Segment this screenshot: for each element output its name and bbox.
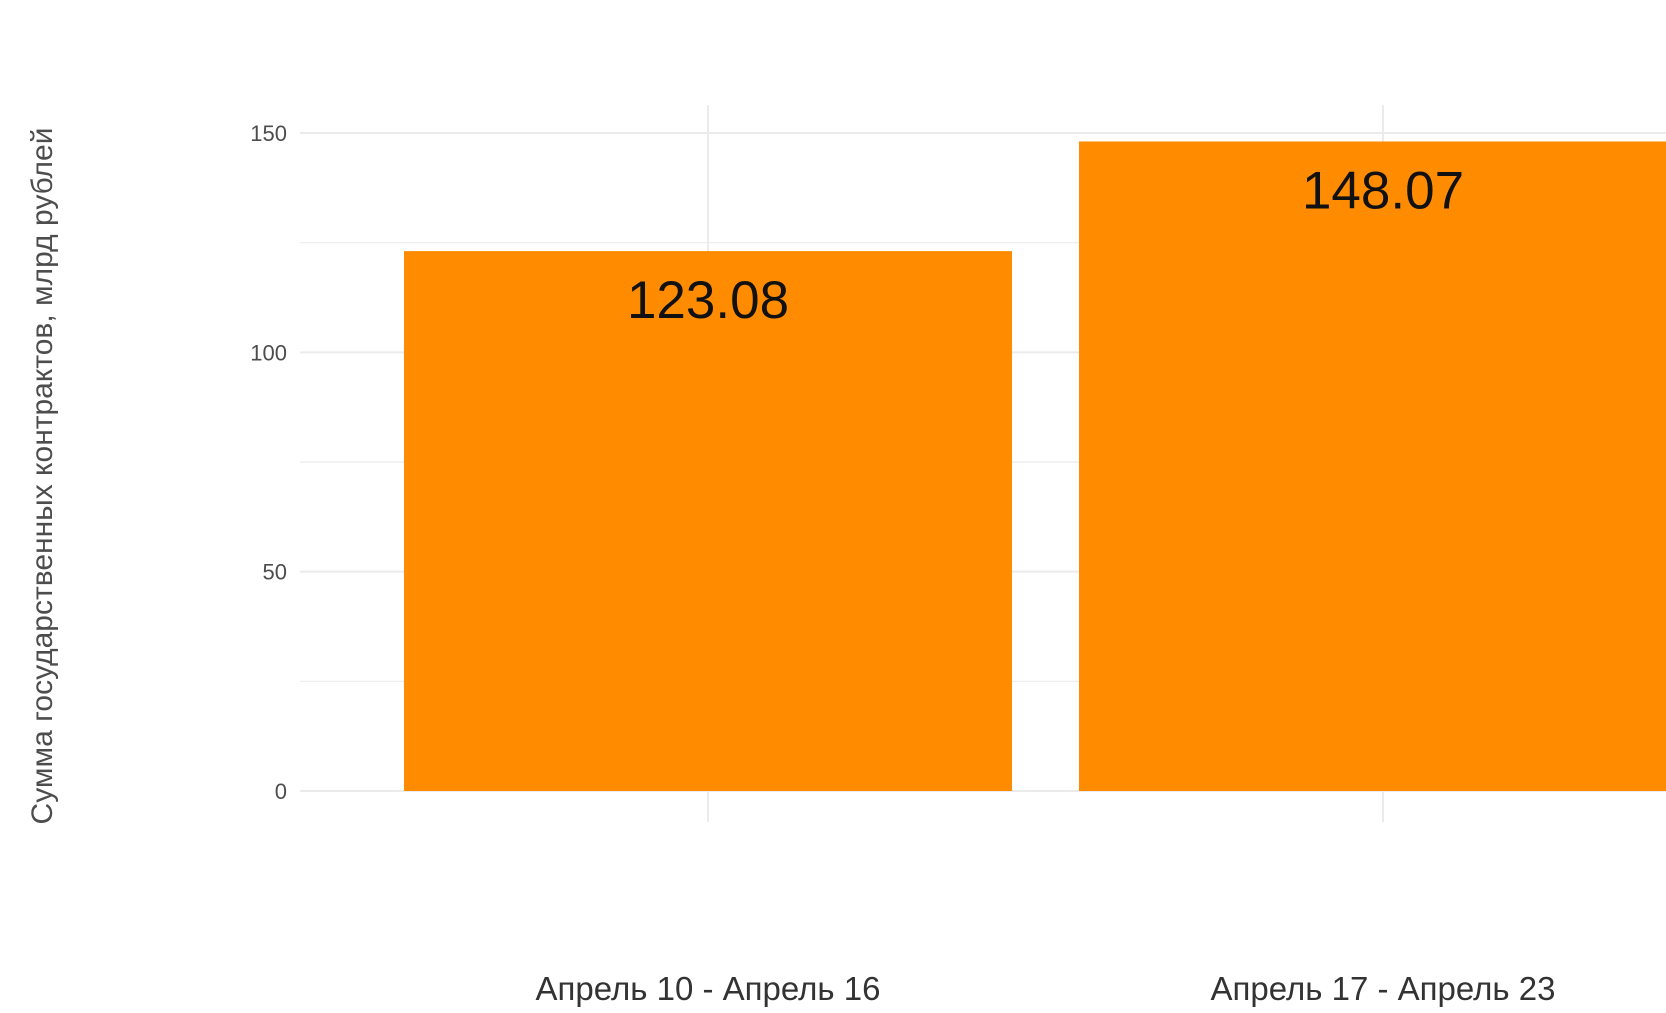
data-labels-layer: 123.08 148.07 [627,161,1464,330]
x-category-label-2: Апрель 17 - Апрель 23 [1211,970,1556,1007]
y-tick-label-50: 50 [263,560,287,585]
x-category-label-1: Апрель 10 - Апрель 16 [536,970,881,1007]
y-tick-label-150: 150 [250,121,287,146]
bars-layer [404,141,1666,792]
y-tick-label-0: 0 [275,779,287,804]
y-axis-title: Сумма государственных контрактов, млрд р… [26,128,59,825]
data-label-2: 148.07 [1302,161,1464,220]
y-axis: 0 50 100 150 [250,121,287,804]
bar-2 [1079,141,1666,792]
x-axis: Апрель 10 - Апрель 16 Апрель 17 - Апрель … [536,970,1556,1007]
bar-1 [404,251,1012,792]
y-tick-label-100: 100 [250,340,287,365]
data-label-1: 123.08 [627,271,789,330]
